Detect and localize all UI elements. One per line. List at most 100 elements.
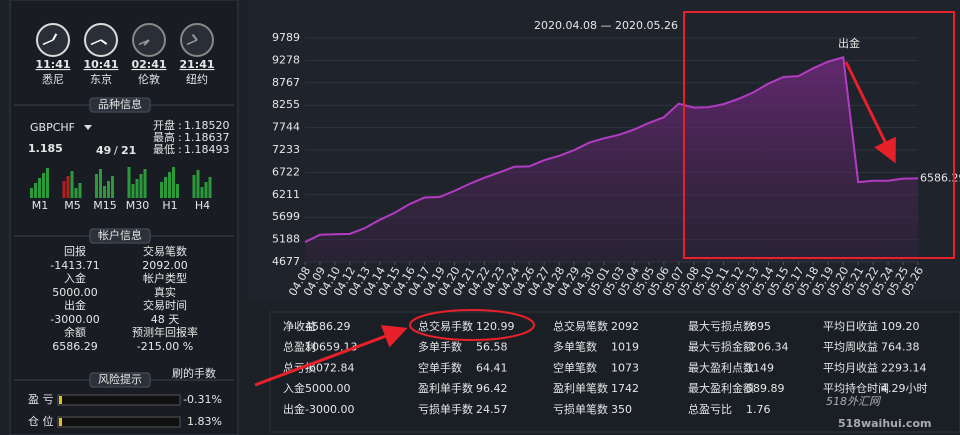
signal-bar	[107, 181, 110, 198]
quote-value: 1.18493	[184, 143, 230, 156]
quote-colon: :	[178, 143, 182, 156]
clock-hand	[90, 39, 102, 46]
signal-bar	[78, 183, 82, 198]
risk-value: 1.83%	[187, 415, 222, 428]
price-pips: 49	[96, 144, 111, 157]
signal-bar	[160, 182, 163, 198]
clock-hand	[42, 39, 54, 46]
highlight-ellipse	[409, 309, 535, 341]
clock-city: 纽约	[186, 72, 208, 86]
quote-label: 最高	[153, 130, 175, 144]
left-panel	[9, 0, 239, 435]
section-tab	[89, 228, 151, 244]
y-tick-label: 6211	[272, 188, 300, 201]
risk-gauge-fill	[59, 396, 62, 404]
stat-label: 最大亏损金额	[688, 340, 754, 354]
stat-value: 4.29小时	[881, 382, 928, 395]
clock-city: 东京	[90, 72, 112, 86]
stat-label: 亏损单手数	[418, 402, 473, 416]
stat-label: 最大盈利金额	[688, 381, 754, 395]
clock-hand	[52, 33, 58, 41]
annotation-arrow	[844, 61, 896, 164]
quote-label: 最低	[153, 143, 175, 156]
clock-city: 悉尼	[42, 73, 64, 86]
y-tick-label: 7233	[272, 143, 300, 156]
y-tick-label: 8767	[272, 76, 300, 89]
y-tick-label: 5188	[272, 233, 300, 246]
y-tick-label: 5699	[272, 210, 300, 223]
stat-value: 764.38	[881, 341, 920, 354]
account-label: 预测年回报率	[132, 325, 198, 339]
signal-bar	[103, 186, 106, 198]
risk-gauge	[57, 394, 181, 406]
stat-label: 空单笔数	[553, 360, 597, 374]
stat-label: 多单笔数	[553, 340, 597, 354]
signal-bar	[172, 167, 175, 198]
stat-label: 多单手数	[418, 340, 462, 354]
timeframe-label: H4	[195, 199, 210, 212]
stat-value: 589.89	[746, 382, 785, 395]
signal-bar	[208, 177, 212, 198]
y-tick-label: 4677	[272, 255, 300, 268]
stat-label: 最大亏损点数	[688, 319, 754, 333]
signal-bar	[66, 176, 70, 198]
signal-bar	[143, 169, 147, 198]
stat-value: 1149	[746, 361, 774, 374]
clock-hand	[100, 39, 108, 45]
signal-bar	[131, 184, 135, 198]
stat-label: 总交易笔数	[553, 319, 608, 333]
stat-value: 10659.13	[305, 341, 358, 354]
stat-label: 出金	[283, 402, 305, 416]
y-tick-label: 8255	[272, 98, 300, 111]
signal-bar	[46, 168, 49, 198]
account-value: 2092.00	[142, 259, 188, 272]
account-label: 入金	[64, 271, 86, 285]
signal-bar	[95, 174, 98, 198]
signal-bar	[164, 177, 167, 198]
stat-value: -6072.84	[305, 361, 354, 374]
stat-value: -3000.00	[305, 403, 354, 416]
area	[305, 57, 918, 263]
section-title: 风险提示	[98, 372, 142, 386]
stat-value: 1019	[611, 341, 639, 354]
signal-bar	[168, 172, 171, 198]
stat-label: 总盈利	[283, 340, 316, 354]
account-label: 交易时间	[143, 298, 187, 312]
section-title: 帐户信息	[98, 228, 142, 242]
quote-value: 1.18520	[184, 119, 230, 132]
symbol-name: GBPCHF	[30, 121, 75, 134]
section-title: 品种信息	[98, 97, 142, 111]
stat-label: 盈利单笔数	[553, 381, 608, 395]
timeframe-label: M30	[126, 199, 150, 212]
y-tick-label: 9278	[272, 53, 300, 66]
timeframe-label: M1	[32, 199, 49, 212]
stat-value: -206.34	[746, 341, 788, 354]
signal-bar	[176, 184, 179, 198]
signal-bar	[70, 171, 74, 198]
last-value-label: 6586.29	[920, 171, 960, 184]
account-value: 5000.00	[52, 286, 98, 299]
risk-gauge-fill	[59, 418, 62, 426]
quote-colon: :	[178, 131, 182, 144]
watermark: 518waihui.com	[838, 417, 931, 430]
stat-label: 盈利单手数	[418, 381, 473, 395]
risk-gauge	[57, 416, 181, 428]
account-label: 交易笔数	[143, 244, 187, 258]
stat-value: 56.58	[476, 341, 508, 354]
signal-bar	[200, 187, 204, 198]
stat-value: 64.41	[476, 361, 508, 374]
risk-value: -0.31%	[183, 393, 222, 406]
annotation: 刷的手数	[172, 366, 216, 380]
stat-label: 入金	[283, 381, 305, 395]
stat-label: 平均持仓时间	[823, 381, 889, 395]
signal-bar	[196, 170, 200, 198]
price-sep: /	[114, 144, 118, 157]
risk-label: 盈 亏	[28, 393, 54, 406]
timeframe-label: M15	[93, 199, 117, 212]
signal-bar	[38, 178, 41, 198]
signal-bar	[139, 174, 143, 198]
signal-bar	[111, 176, 114, 198]
stat-value: 109.20	[881, 320, 920, 333]
account-value: -1413.71	[50, 259, 99, 272]
signal-bar	[62, 181, 66, 198]
